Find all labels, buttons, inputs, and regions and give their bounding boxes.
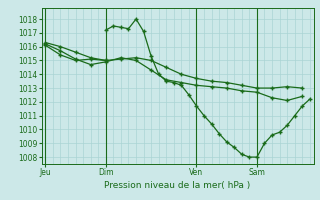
X-axis label: Pression niveau de la mer( hPa ): Pression niveau de la mer( hPa ) [104, 181, 251, 190]
